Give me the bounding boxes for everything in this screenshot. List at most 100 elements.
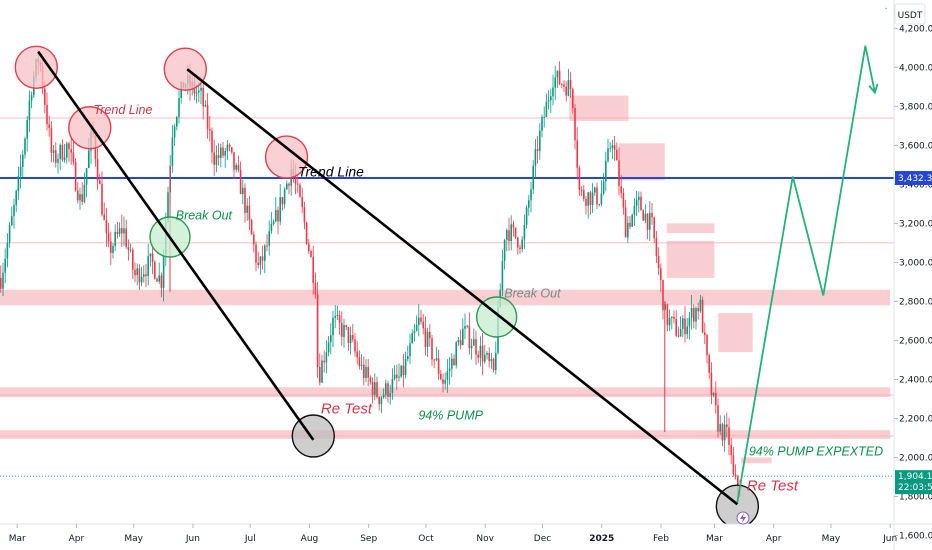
projection-path [736, 45, 876, 503]
candle-body [402, 365, 405, 376]
candle-body [330, 335, 332, 343]
candle-body [138, 268, 141, 283]
candle-body [248, 205, 251, 220]
candle-body [136, 268, 138, 276]
scroll-dot-icon[interactable]: · [884, 4, 887, 15]
candle-body [259, 256, 262, 266]
candle-body [231, 147, 233, 153]
candle-body [642, 210, 644, 221]
candle-body [717, 405, 719, 432]
candle-body [506, 230, 508, 240]
candle-body [105, 219, 108, 234]
candle-body [451, 358, 453, 369]
zone-rect [741, 457, 772, 464]
candle-body [145, 274, 147, 277]
candle-body [213, 152, 215, 165]
candle-body [323, 360, 325, 363]
candle-body [74, 161, 77, 191]
candle-body [374, 382, 376, 395]
candle-body [486, 352, 488, 355]
candle-body [682, 318, 684, 329]
last-price-label: 1,904.11 [898, 472, 932, 482]
candle-body [244, 187, 246, 213]
candle-body [470, 345, 473, 349]
candle-body [17, 176, 20, 191]
candle-body [525, 207, 528, 225]
candle-body [600, 193, 603, 205]
candle-body [72, 152, 75, 162]
x-tick-label: Jun [882, 534, 897, 544]
candle-body [343, 325, 345, 337]
candle-body [277, 210, 279, 222]
candle-body [400, 365, 402, 377]
candle-body [107, 233, 110, 242]
candle-body [411, 333, 413, 344]
y-tick-label: 2,200.00 [899, 414, 932, 424]
candle-body [501, 260, 504, 291]
currency-badge[interactable] [894, 3, 926, 25]
candle-body [96, 159, 99, 181]
annotation-label: Break Out [504, 286, 561, 300]
candle-body [618, 160, 620, 187]
candle-body [730, 444, 732, 456]
candle-body [281, 197, 284, 205]
candle-body [574, 108, 576, 141]
candle-body [521, 239, 523, 249]
annotation-label: Re Test [747, 478, 799, 495]
lightning-icon[interactable] [736, 511, 750, 525]
candle-body [275, 210, 277, 222]
candle-body [596, 187, 598, 205]
candle-body [156, 278, 158, 282]
candle-body [63, 157, 66, 160]
y-axis[interactable]: 4,200.00 4,000.00 3,800.00 3,600.00 3,400.00… [894, 24, 932, 541]
candle-body [453, 358, 455, 366]
candle-body [79, 194, 81, 201]
candle-body [378, 397, 380, 405]
candle-body [435, 358, 438, 361]
candle-body [356, 351, 358, 358]
candle-body [565, 86, 567, 96]
candle-body [171, 137, 174, 166]
candle-body [576, 140, 578, 168]
annotation-label: Break Out [176, 208, 233, 222]
candle-body [627, 222, 629, 238]
candle-body [407, 356, 409, 360]
candle-body [455, 342, 457, 366]
candle-body [101, 183, 103, 215]
zones-layer [0, 95, 894, 464]
candle-body [567, 80, 570, 96]
candle-body [440, 373, 442, 380]
x-axis[interactable]: Mar Apr May Jun Jul Aug Sep Oct Nov Dec 2025 Feb Mar… [9, 524, 898, 544]
candle-body [444, 379, 446, 384]
candle-body [712, 392, 715, 396]
candle-body [303, 207, 306, 223]
candle-body [55, 150, 57, 163]
candle-body [70, 149, 72, 153]
candle-body [657, 256, 660, 269]
candle-body [413, 330, 416, 334]
candle-body [512, 224, 515, 228]
candle-body [728, 427, 730, 445]
candle-body [4, 258, 6, 273]
candle-body [110, 241, 112, 253]
x-tick-label: Apr [766, 534, 782, 544]
candle-body [316, 294, 319, 367]
candle-body [715, 392, 717, 406]
candle-body [310, 250, 312, 258]
candle-body [422, 321, 424, 329]
candle-body [226, 144, 229, 151]
candle-body [426, 331, 429, 347]
candle-body [61, 144, 64, 160]
candle-body [327, 342, 330, 353]
candle-body [473, 339, 475, 346]
x-tick-label: Feb [653, 534, 669, 544]
candle-body [198, 90, 200, 93]
x-tick-label: Jul [244, 534, 256, 544]
candle-body [620, 186, 622, 194]
candle-body [477, 354, 479, 358]
candle-body [655, 238, 658, 257]
candle-body [448, 368, 451, 372]
candle-body [257, 262, 259, 266]
annotation-label: 94% PUMP EXPEXTED [749, 445, 883, 459]
